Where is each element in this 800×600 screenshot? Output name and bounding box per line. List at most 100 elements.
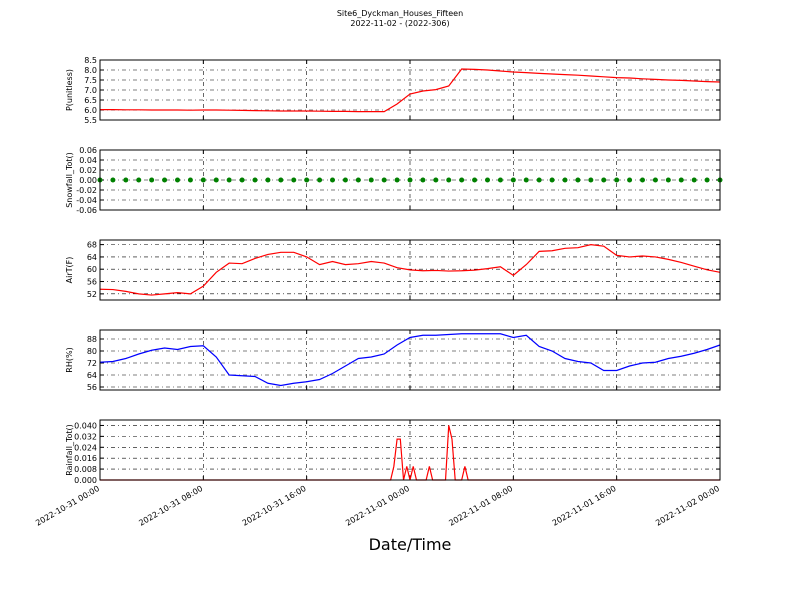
y-axis-label: AirT(F) — [65, 257, 74, 284]
data-point — [265, 177, 271, 183]
data-point — [381, 177, 387, 183]
data-point — [485, 177, 490, 183]
data-point — [704, 177, 710, 183]
x-tick-label: 2022-11-01 08:00 — [447, 484, 514, 528]
y-tick-label: 60 — [87, 265, 97, 274]
data-point — [472, 177, 478, 183]
y-tick-label: 5.5 — [84, 116, 97, 125]
data-point — [652, 177, 658, 183]
y-tick-label: 0.02 — [79, 166, 97, 175]
data-point — [459, 177, 465, 183]
plot-frame — [99, 419, 721, 481]
x-tick-label: 2022-10-31 16:00 — [241, 484, 308, 528]
y-tick-label: 88 — [87, 335, 97, 344]
y-tick-label: 8.0 — [84, 66, 97, 75]
y-tick-label: 0.000 — [74, 476, 97, 485]
y-tick-label: 0.032 — [74, 432, 97, 441]
plot-frame — [99, 149, 721, 211]
y-tick-label: 68 — [87, 241, 97, 250]
y-tick-label: 52 — [87, 290, 97, 299]
y-tick-label: 64 — [87, 253, 97, 262]
data-point — [291, 177, 297, 183]
y-tick-label: 0.040 — [74, 421, 97, 430]
data-point — [420, 177, 426, 183]
y-tick-label: -0.02 — [76, 186, 97, 195]
data-point — [342, 177, 348, 183]
y-tick-label: -0.06 — [76, 206, 97, 215]
data-point — [433, 177, 439, 183]
y-tick-label: 7.0 — [84, 86, 97, 95]
data-point — [213, 177, 219, 183]
data-point — [497, 177, 503, 183]
y-tick-label: 6.0 — [84, 106, 97, 115]
y-tick-label: 6.5 — [84, 96, 97, 105]
data-point — [226, 177, 232, 183]
data-point — [252, 177, 258, 183]
y-axis-label: Rainfall_Tot() — [65, 424, 74, 476]
data-point — [640, 177, 645, 183]
y-tick-label: 80 — [87, 347, 97, 356]
data-point — [536, 177, 542, 183]
data-point — [523, 177, 529, 183]
y-tick-label: 56 — [87, 278, 97, 287]
y-tick-label: 0.00 — [79, 176, 97, 185]
data-point — [278, 177, 284, 183]
y-tick-label: 0.06 — [79, 146, 97, 155]
x-tick-label: 2022-11-02 00:00 — [654, 484, 721, 528]
x-tick-label: 2022-11-01 00:00 — [344, 484, 411, 528]
data-point — [123, 177, 129, 183]
y-axis-label: Snowfall_Tot() — [65, 152, 74, 208]
x-tick-label: 2022-10-31 08:00 — [137, 484, 204, 528]
y-axis-label: RH(%) — [65, 347, 74, 372]
data-point — [187, 177, 193, 183]
data-point — [446, 177, 452, 183]
y-tick-label: 0.008 — [74, 465, 97, 474]
y-axis-label: P(unitless) — [65, 69, 74, 111]
y-tick-label: 56 — [87, 383, 97, 392]
data-point — [394, 177, 400, 183]
y-tick-label: 64 — [87, 371, 97, 380]
data-point — [304, 177, 310, 183]
data-point — [575, 177, 581, 183]
data-point — [407, 177, 413, 183]
data-point — [691, 177, 697, 183]
plot-frame — [99, 329, 721, 391]
data-point — [110, 177, 116, 183]
y-tick-label: 8.5 — [84, 56, 97, 65]
data-point — [627, 177, 633, 183]
data-line — [99, 333, 721, 387]
x-axis-label: Date/Time — [369, 535, 452, 554]
y-tick-label: 72 — [87, 359, 97, 368]
chart-subtitle: 2022-11-02 - (2022-306) — [350, 19, 449, 28]
data-point — [162, 177, 168, 183]
x-tick-label: 2022-11-01 16:00 — [551, 484, 618, 528]
y-tick-label: -0.04 — [76, 196, 97, 205]
data-point — [200, 177, 206, 183]
plot-frame — [99, 239, 721, 301]
x-tick-label: 2022-10-31 00:00 — [34, 484, 101, 528]
y-tick-label: 7.5 — [84, 76, 97, 85]
data-point — [175, 177, 180, 183]
data-line — [100, 68, 721, 113]
data-line — [99, 244, 721, 296]
data-point — [136, 177, 142, 183]
data-point — [614, 177, 620, 183]
plot-frame — [99, 59, 721, 121]
data-point — [149, 177, 155, 183]
data-point — [549, 177, 555, 183]
data-point — [588, 177, 594, 183]
data-point — [355, 177, 361, 183]
y-tick-label: 0.024 — [74, 443, 97, 452]
data-point — [510, 177, 516, 183]
y-tick-label: 0.016 — [74, 454, 97, 463]
data-point — [678, 177, 684, 183]
data-point — [601, 177, 607, 183]
data-point — [330, 177, 335, 183]
data-point — [368, 177, 374, 183]
y-tick-label: 0.04 — [79, 156, 97, 165]
data-point — [239, 177, 245, 183]
chart-title: Site6_Dyckman_Houses_Fifteen — [337, 9, 463, 18]
data-point — [317, 177, 323, 183]
data-point — [562, 177, 568, 183]
